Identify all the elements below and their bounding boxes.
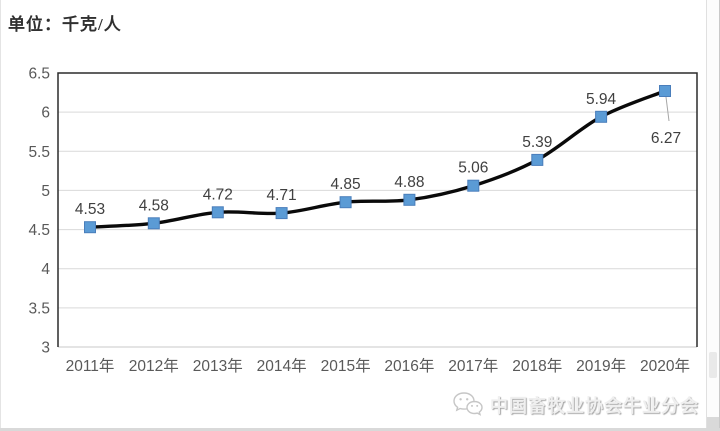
data-label: 5.94 bbox=[586, 91, 617, 108]
data-label: 4.71 bbox=[267, 187, 297, 204]
series-line bbox=[88, 89, 667, 229]
x-tick-label: 2018年 bbox=[512, 357, 562, 375]
x-tick-label: 2012年 bbox=[129, 357, 179, 375]
data-label: 4.85 bbox=[331, 176, 361, 193]
y-tick-label: 4.5 bbox=[28, 222, 50, 239]
x-tick-label: 2014年 bbox=[257, 357, 307, 375]
y-tick-label: 6.5 bbox=[28, 66, 50, 83]
page-bottom-edge bbox=[0, 428, 720, 431]
page-left-edge bbox=[0, 0, 1, 431]
watermark: 中国畜牧业协会牛业分会 bbox=[452, 391, 699, 418]
x-tick-label: 2013年 bbox=[193, 357, 243, 375]
watermark-text: 中国畜牧业协会牛业分会 bbox=[490, 395, 699, 416]
x-tick-label: 2019年 bbox=[576, 357, 626, 375]
x-tick-label: 2015年 bbox=[321, 357, 371, 375]
data-label: 5.39 bbox=[522, 134, 552, 151]
data-point-marker bbox=[403, 193, 416, 206]
wechat-logo-icon bbox=[452, 391, 483, 418]
vertical-scrollbar[interactable] bbox=[706, 0, 720, 428]
y-tick-label: 4 bbox=[41, 261, 50, 278]
data-point-marker bbox=[211, 206, 224, 219]
y-tick-label: 3.5 bbox=[28, 300, 50, 317]
x-tick-label: 2017年 bbox=[448, 357, 498, 375]
scrollbar-thumb[interactable] bbox=[709, 352, 717, 378]
y-tick-label: 5.5 bbox=[28, 144, 50, 161]
data-point-marker bbox=[275, 207, 288, 220]
scrollbar-bottom-block[interactable] bbox=[707, 417, 719, 428]
y-tick-label: 6 bbox=[41, 105, 50, 122]
plot-area-border bbox=[57, 72, 698, 347]
y-tick-label: 3 bbox=[41, 340, 50, 357]
x-tick-label: 2016年 bbox=[384, 357, 434, 375]
data-label: 4.72 bbox=[203, 186, 233, 203]
data-label: 6.27 bbox=[651, 130, 681, 147]
data-point-marker bbox=[147, 217, 160, 230]
chart-unit-label: 单位：千克/人 bbox=[8, 15, 122, 34]
leader-line bbox=[665, 96, 670, 122]
x-tick-label: 2020年 bbox=[640, 357, 690, 375]
data-point-marker bbox=[531, 153, 544, 166]
data-label: 4.53 bbox=[75, 201, 105, 218]
data-label: 5.06 bbox=[458, 160, 488, 177]
data-point-marker bbox=[467, 179, 480, 192]
data-point-marker bbox=[595, 110, 608, 123]
data-label: 4.88 bbox=[394, 174, 424, 191]
data-point-marker bbox=[84, 221, 96, 234]
x-tick-label: 2011年 bbox=[66, 357, 115, 375]
data-label: 4.58 bbox=[139, 197, 169, 214]
data-point-marker bbox=[659, 85, 671, 97]
y-tick-label: 5 bbox=[41, 183, 50, 200]
data-point-marker bbox=[339, 196, 352, 209]
